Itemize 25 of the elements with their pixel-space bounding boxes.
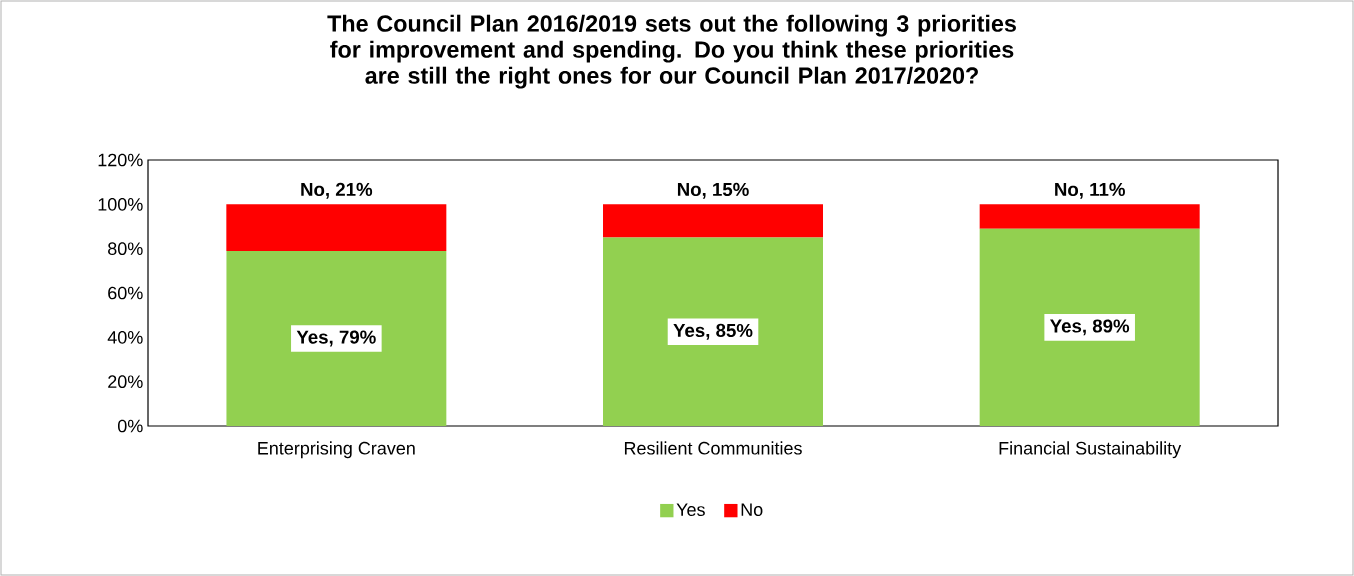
y-tick-label: 80% — [108, 242, 143, 256]
data-label: Yes, 79% — [296, 330, 376, 347]
bar — [979, 228, 1200, 426]
x-tick-label: Financial Sustainability — [999, 441, 1182, 459]
data-label: No, 15% — [677, 182, 749, 199]
data-label: Yes, 85% — [673, 323, 753, 340]
y-tick-label: 100% — [98, 197, 143, 211]
y-tick-label: 40% — [107, 330, 143, 344]
bar — [226, 204, 447, 251]
y-tick-label: 0% — [117, 419, 143, 433]
bar — [979, 204, 1200, 229]
legend-label: Yes — [676, 503, 705, 516]
bar — [603, 204, 823, 238]
x-tick-label: Resilient Communities — [624, 441, 802, 455]
data-label: Yes, 89% — [1050, 319, 1130, 336]
data-label: No, 11% — [1055, 182, 1125, 199]
y-tick-label: 60% — [108, 286, 143, 300]
y-tick-label: 20% — [108, 375, 143, 389]
chart-title: The Council Plan 2016/2019 sets out the following 3 priorities for improvement and spending. Do you think these priorities are still the right ones for our Council Plan 2017/2020? — [327, 14, 1016, 89]
y-tick-label: 120% — [98, 153, 143, 167]
data-label: No, 21% — [301, 182, 373, 199]
x-tick-label: Enterprising Craven — [258, 441, 415, 459]
legend-label: No — [741, 503, 763, 516]
bar — [226, 250, 447, 426]
bar — [603, 237, 823, 426]
